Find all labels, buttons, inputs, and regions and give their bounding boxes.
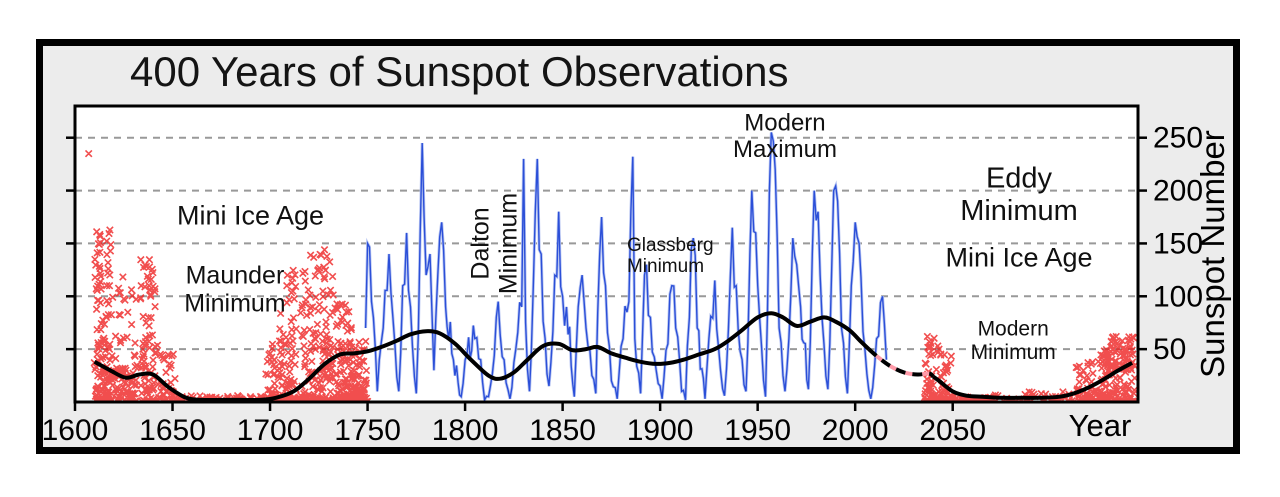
annotation-modern-minimum: Modern Minimum [971, 317, 1056, 364]
smoothed-curve-prediction-gap [867, 347, 935, 379]
y-tick-label: 150 [1153, 227, 1203, 260]
x-tick-label: 1600 [42, 414, 109, 447]
x-tick-label: 1950 [724, 414, 791, 447]
x-tick-label: 1800 [432, 414, 499, 447]
annotation-dalton-minimum: DaltonMinimum [466, 193, 522, 294]
y-tick-label: 200 [1153, 175, 1203, 208]
annotation-modern-maximum: Modern Maximum [733, 109, 837, 163]
smoothed-curve-historical [93, 311, 871, 402]
annotation-glassberg-minimum: Glassberg Minimum [627, 235, 714, 277]
smoothed-curve-future [932, 361, 1134, 400]
y-axis-label: Sunspot Number [1194, 130, 1231, 378]
x-tick-label: 2000 [822, 414, 889, 447]
x-tick-label: 2050 [919, 414, 986, 447]
figure-title: 400 Years of Sunspot Observations [130, 48, 789, 95]
y-tick-label: 50 [1153, 333, 1186, 366]
axis-ticks: 50 100 150 200 250 1600 1650 1700 1750 1800 1850 19… [42, 122, 1203, 447]
annotation-eddy-minimum: Eddy Minimum [960, 162, 1078, 226]
annotation-mini-ice-age-left: Mini Ice Age [177, 200, 324, 230]
x-tick-label: 1650 [139, 414, 206, 447]
y-tick-label: 100 [1153, 280, 1203, 313]
x-tick-label: 1700 [237, 414, 304, 447]
gridlines [75, 136, 1138, 351]
smoothed-curve-prediction [867, 347, 935, 379]
observed-series [364, 132, 888, 402]
y-tick-label: 250 [1153, 122, 1203, 155]
x-tick-label: 1750 [334, 414, 401, 447]
x-tick-label: 1850 [529, 414, 596, 447]
annotation-mini-ice-age-right: Mini Ice Age [945, 243, 1092, 273]
x-axis-label: Year [1068, 408, 1132, 443]
x-tick-label: 1900 [627, 414, 694, 447]
annotation-maunder-minimum: Maunder Minimum [184, 262, 285, 318]
plot-border [73, 104, 1140, 404]
